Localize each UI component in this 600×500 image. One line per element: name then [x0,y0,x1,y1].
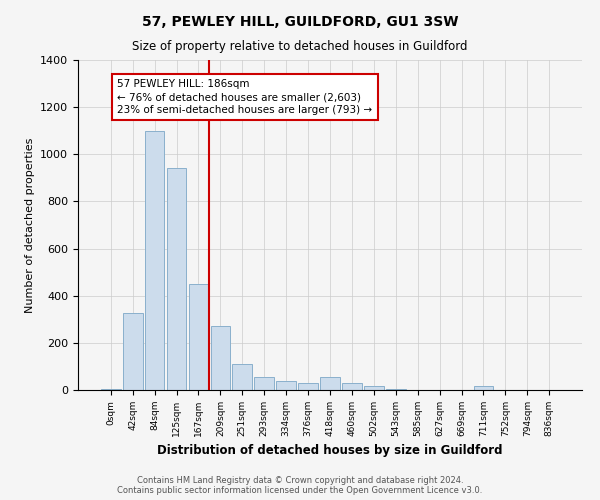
Bar [364,386,384,390]
Bar [123,314,143,390]
Bar [145,130,164,390]
Text: 57, PEWLEY HILL, GUILDFORD, GU1 3SW: 57, PEWLEY HILL, GUILDFORD, GU1 3SW [142,15,458,29]
Text: Contains HM Land Registry data © Crown copyright and database right 2024.
Contai: Contains HM Land Registry data © Crown c… [118,476,482,495]
Bar [320,377,340,390]
Bar [254,377,274,390]
Bar [211,326,230,390]
Bar [386,389,406,390]
Bar [167,168,187,390]
X-axis label: Distribution of detached houses by size in Guildford: Distribution of detached houses by size … [157,444,503,458]
Bar [473,386,493,390]
Bar [188,284,208,390]
Bar [342,383,362,390]
Bar [298,383,318,390]
Text: Size of property relative to detached houses in Guildford: Size of property relative to detached ho… [132,40,468,53]
Y-axis label: Number of detached properties: Number of detached properties [25,138,35,312]
Bar [101,389,121,390]
Text: 57 PEWLEY HILL: 186sqm
← 76% of detached houses are smaller (2,603)
23% of semi-: 57 PEWLEY HILL: 186sqm ← 76% of detached… [118,79,373,116]
Bar [276,381,296,390]
Bar [232,364,252,390]
